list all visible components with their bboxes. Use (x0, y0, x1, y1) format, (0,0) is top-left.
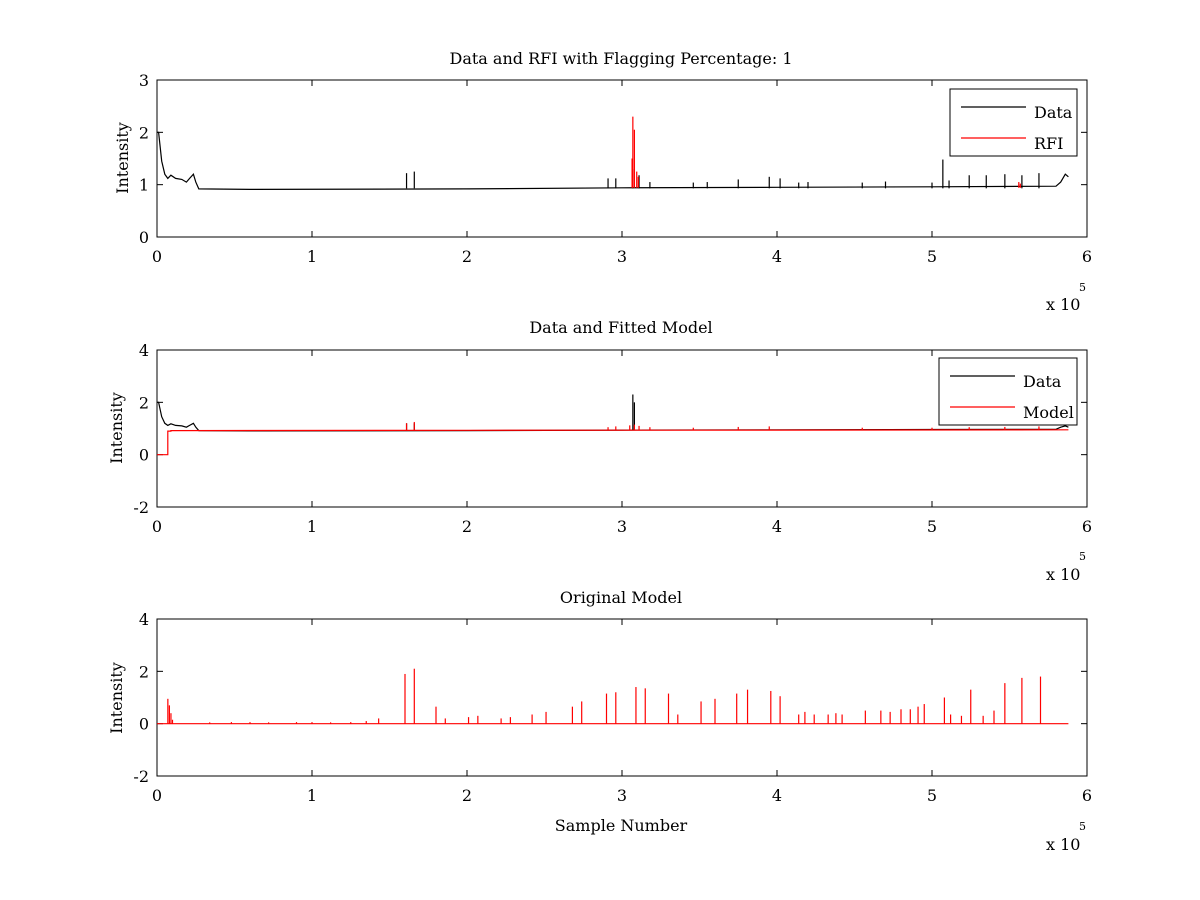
x-tick-label: 6 (1082, 247, 1092, 266)
series-model-0 (157, 668, 1069, 725)
y-axis-label: Intensity (113, 122, 132, 194)
x-tick-label: 5 (927, 517, 937, 536)
x-tick-label: 5 (927, 247, 937, 266)
y-tick-label: 0 (139, 715, 149, 734)
y-axis-label: Intensity (107, 662, 126, 734)
x-tick-label: 2 (462, 786, 472, 805)
legend: Data RFI (949, 88, 1078, 157)
plot-area (156, 79, 1088, 238)
x-tick-label: 2 (462, 247, 472, 266)
legend-label: Data (1023, 372, 1062, 391)
x-multiplier-exponent: 5 (1079, 820, 1086, 833)
x-tick-label: 0 (152, 786, 162, 805)
y-axis-label: Intensity (107, 392, 126, 464)
y-tick-label: -2 (133, 767, 149, 786)
y-tick-label: 0 (139, 446, 149, 465)
x-tick-label: 4 (772, 786, 782, 805)
x-tick-label: 4 (772, 517, 782, 536)
chart-title: Data and Fitted Model (529, 318, 712, 337)
chart-title: Original Model (560, 588, 682, 607)
x-axis-label: Sample Number (555, 816, 688, 835)
x-multiplier: x 10 (1046, 835, 1080, 854)
legend: Data Model (938, 357, 1078, 426)
x-tick-label: 3 (617, 517, 627, 536)
y-tick-label: 4 (139, 341, 149, 360)
legend-box (938, 357, 1078, 426)
x-tick-label: 0 (152, 247, 162, 266)
y-tick-label: 2 (139, 123, 149, 142)
y-tick-label: 1 (139, 176, 149, 195)
x-multiplier-exponent: 5 (1079, 550, 1086, 563)
chart-title: Data and RFI with Flagging Percentage: 1 (449, 49, 792, 68)
series-rfi (631, 116, 1021, 188)
x-tick-label: 4 (772, 247, 782, 266)
y-tick-label: 4 (139, 610, 149, 629)
x-tick-label: 6 (1082, 517, 1092, 536)
y-tick-label: -2 (133, 498, 149, 517)
panel-data-rfi: Data and RFI with Flagging Percentage: 1… (113, 49, 1092, 314)
plot-area (156, 618, 1088, 777)
x-tick-label: 3 (617, 247, 627, 266)
x-multiplier-exponent: 5 (1079, 281, 1086, 294)
y-tick-label: 3 (139, 71, 149, 90)
y-tick-label: 0 (139, 228, 149, 247)
x-tick-label: 1 (307, 517, 317, 536)
x-tick-label: 1 (307, 786, 317, 805)
legend-label: Data (1034, 103, 1073, 122)
x-tick-label: 6 (1082, 786, 1092, 805)
legend-label: RFI (1034, 134, 1063, 153)
x-tick-label: 3 (617, 786, 627, 805)
x-tick-label: 5 (927, 786, 937, 805)
y-tick-label: 2 (139, 662, 149, 681)
series-model (157, 421, 1069, 456)
x-tick-label: 2 (462, 517, 472, 536)
series-line (157, 429, 1069, 456)
x-multiplier: x 10 (1046, 295, 1080, 314)
x-tick-label: 0 (152, 517, 162, 536)
y-tick-label: 2 (139, 393, 149, 412)
panel-data-model: Data and Fitted Model Intensity 0 1 2 3 4 5 6 -… (107, 318, 1092, 584)
series-line (157, 131, 1069, 191)
legend-label: Model (1023, 403, 1074, 422)
x-tick-label: 1 (307, 247, 317, 266)
series-data (157, 131, 1069, 191)
x-multiplier: x 10 (1046, 565, 1080, 584)
legend-box (949, 88, 1078, 157)
